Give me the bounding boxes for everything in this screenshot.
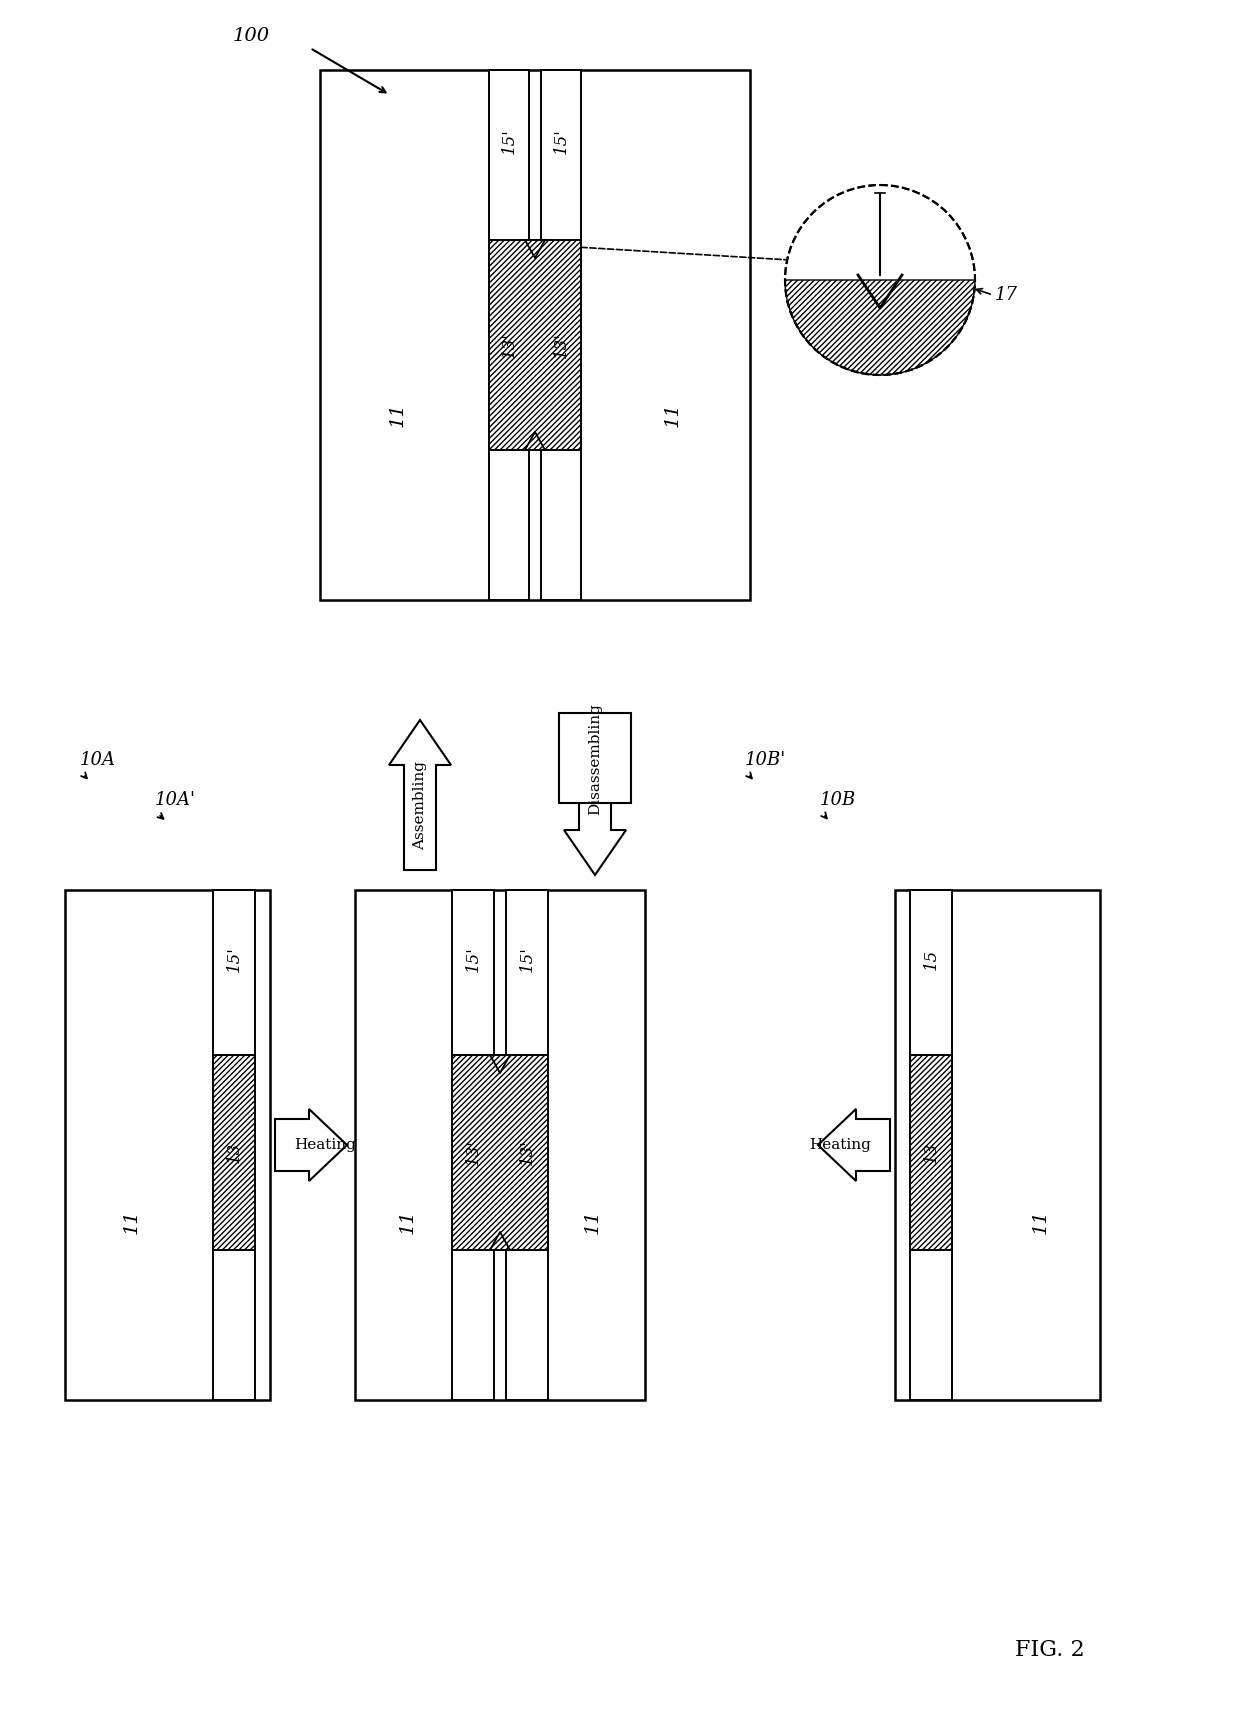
Text: 11: 11 [123,1209,140,1233]
Text: Disassembling: Disassembling [588,703,601,815]
Bar [355,889,645,1401]
Text: 100: 100 [233,28,270,45]
Text: 10B: 10B [820,791,857,808]
Bar [453,889,494,1401]
FancyArrow shape [275,1109,347,1181]
Text: 13': 13' [553,332,569,357]
Bar [559,713,631,803]
Text: 13: 13 [923,1142,940,1162]
Text: 11: 11 [1032,1209,1050,1233]
Bar [910,889,952,1401]
Text: 13': 13' [518,1140,536,1166]
Text: 17: 17 [994,287,1018,304]
Bar [489,71,529,599]
Text: 15': 15' [226,946,243,972]
Bar [453,1055,548,1250]
Bar [320,71,750,599]
Text: 13': 13' [501,332,517,357]
Text: Heating: Heating [808,1138,870,1152]
Text: 15: 15 [923,948,940,971]
FancyArrow shape [564,715,626,876]
Bar [64,889,270,1401]
Text: 13': 13' [465,1140,481,1166]
Bar [213,889,255,1401]
Text: 15': 15' [465,946,481,972]
Text: Assembling: Assembling [413,760,427,850]
Bar [541,71,582,599]
Bar [506,889,548,1401]
Text: 15': 15' [501,128,517,154]
Text: FIG. 2: FIG. 2 [1016,1639,1085,1661]
Bar [895,889,1100,1401]
Text: 10A': 10A' [155,791,196,808]
Bar [489,240,582,451]
Bar [213,1055,255,1250]
Text: 11: 11 [584,1209,601,1233]
Text: 11: 11 [388,402,407,427]
Text: 10B': 10B' [745,751,786,769]
Text: 15': 15' [518,946,536,972]
Polygon shape [785,280,975,375]
FancyArrow shape [389,720,451,870]
Text: Heating: Heating [294,1138,356,1152]
FancyArrow shape [818,1109,890,1181]
Text: 10A: 10A [81,751,117,769]
Text: 13: 13 [226,1142,243,1162]
Text: 15': 15' [553,128,569,154]
Text: 11: 11 [398,1209,417,1233]
Bar [910,1055,952,1250]
Text: 11: 11 [663,402,682,427]
